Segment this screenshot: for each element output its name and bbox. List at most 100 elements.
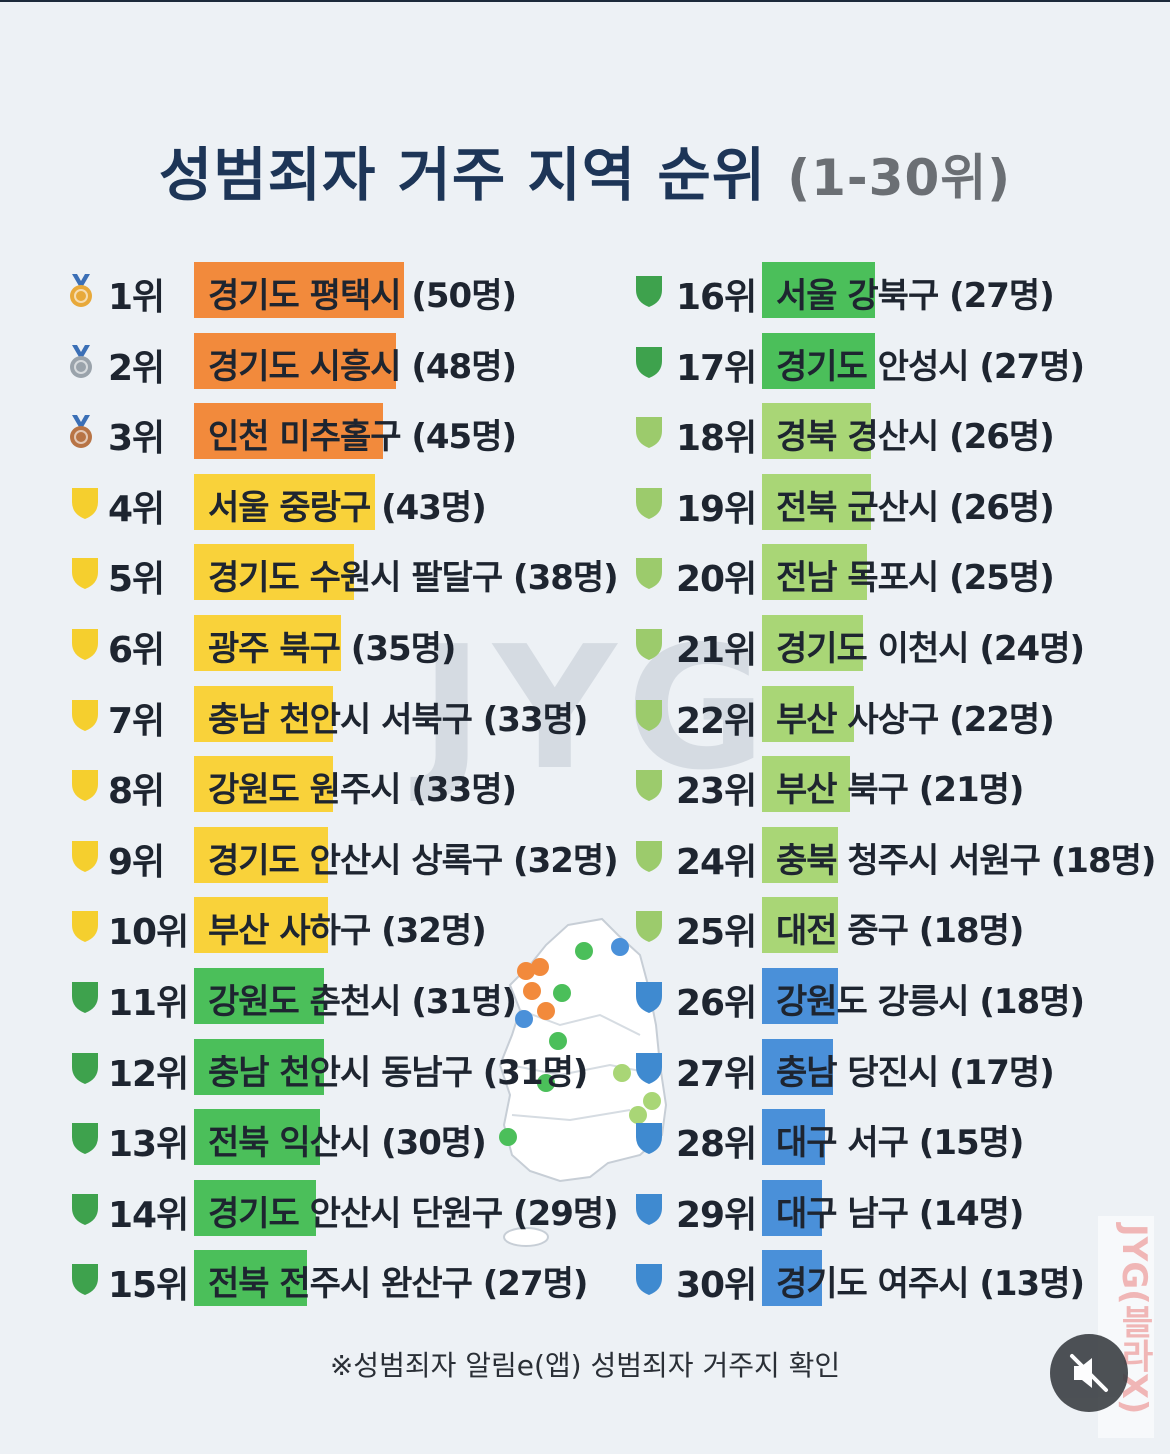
rank-number: 22위 — [676, 700, 757, 742]
mute-button[interactable] — [1050, 1334, 1128, 1412]
rank-number: 10위 — [108, 912, 189, 954]
region-label: 강원도 원주시 (33명) — [208, 770, 517, 811]
rank-number: 6위 — [108, 630, 165, 671]
rank-bar — [194, 1179, 316, 1236]
footnote: ※성범죄자 알림e(앱) 성범죄자 거주지 확인 — [329, 1349, 841, 1382]
region-label: 경기도 안성시 (27명) — [776, 346, 1085, 387]
region-label: 강원도 강릉시 (18명) — [776, 982, 1085, 1022]
rank-bar — [194, 615, 341, 671]
rank-bar — [762, 262, 876, 318]
region-label: 전남 목포시 (25명) — [776, 558, 1055, 599]
rank-row: 8위 강원도 원주시 (33명) — [0, 756, 1170, 813]
rank-number: 26위 — [676, 983, 757, 1024]
rank-number: 15위 — [108, 1265, 189, 1307]
rank-bar — [762, 1179, 822, 1236]
rank-bar — [762, 1038, 834, 1095]
rank-bar — [762, 1250, 822, 1307]
medal-icon — [70, 344, 92, 378]
region-label: 서울 강북구 (27명) — [776, 276, 1055, 316]
rank-bar — [194, 1109, 320, 1166]
rank-number: 16위 — [676, 277, 757, 318]
medal-icon — [70, 274, 92, 307]
shield-icon — [72, 982, 98, 1013]
shield-icon — [636, 982, 662, 1013]
rank-number: 18위 — [676, 418, 757, 460]
korea-map-graphic — [498, 917, 668, 1247]
shield-icon — [72, 699, 98, 731]
region-label: 대구 서구 (15명) — [776, 1123, 1024, 1164]
region-label: 경기도 안산시 상록구 (32명) — [208, 840, 619, 881]
rank-number: 2위 — [108, 347, 165, 389]
rank-bar — [762, 615, 863, 671]
shield-icon — [636, 1123, 662, 1155]
rank-row: 10위 부산 사하구 (32명) — [0, 897, 1170, 954]
rank-row: 20위 전남 목포시 (25명) — [0, 544, 1170, 601]
shield-icon — [636, 276, 662, 307]
shield-icon — [72, 1193, 98, 1225]
shield-icon — [72, 840, 98, 872]
region-label: 경기도 안산시 단원구 (29명) — [208, 1193, 619, 1234]
rank-bar — [762, 685, 855, 742]
rank-row: 19위 전북 군산시 (26명) — [0, 473, 1170, 530]
rank-row: 12위 충남 천안시 동남구 (31명) — [0, 1038, 1170, 1095]
rank-row: 11위 강원도 춘천시 (31명) — [0, 968, 1170, 1024]
rank-bar — [194, 332, 396, 389]
title-sub: (1-30위) — [787, 149, 1012, 207]
shield-icon — [72, 487, 98, 519]
region-label: 경북 경산시 (26명) — [776, 417, 1055, 458]
shield-icon — [636, 487, 662, 519]
region-label: 서울 중랑구 (43명) — [208, 487, 487, 528]
rank-row: 29위 대구 남구 (14명) — [0, 1179, 1170, 1236]
rank-row: 1위 경기도 평택시 (50명) — [0, 262, 1170, 318]
rank-row: 4위 서울 중랑구 (43명) — [0, 473, 1170, 530]
rank-number: 3위 — [108, 418, 165, 460]
region-label: 충남 천안시 동남구 (31명) — [208, 1052, 588, 1093]
page-title: 성범죄자 거주 지역 순위 (1-30위) — [0, 128, 1170, 212]
shield-icon — [636, 629, 662, 660]
rank-number: 29위 — [676, 1194, 757, 1236]
rank-number: 24위 — [676, 841, 757, 883]
region-label: 경기도 수원시 팔달구 (38명) — [208, 558, 619, 599]
shield-icon — [636, 911, 662, 943]
rank-number: 11위 — [108, 983, 189, 1024]
rank-bar — [194, 1250, 308, 1307]
rank-number: 21위 — [676, 630, 757, 671]
rank-row: 16위 서울 강북구 (27명) — [0, 262, 1170, 318]
shield-icon — [72, 911, 98, 943]
rank-number: 20위 — [676, 559, 757, 601]
rank-number: 30위 — [676, 1265, 757, 1307]
rank-number: 17위 — [676, 347, 757, 389]
rank-number: 19위 — [676, 488, 757, 530]
rank-number: 4위 — [108, 488, 165, 530]
rank-bar — [194, 685, 333, 742]
rank-bar — [762, 403, 872, 460]
rank-bar — [194, 756, 333, 813]
rank-row: 17위 경기도 안성시 (27명) — [0, 332, 1170, 389]
rank-row: 7위 충남 천안시 서북구 (33명) — [0, 685, 1170, 742]
shield-icon — [72, 629, 98, 660]
region-label: 충남 당진시 (17명) — [776, 1052, 1055, 1093]
rank-number: 25위 — [676, 912, 757, 954]
rank-row: 3위 인천 미추홀구 (45명) — [0, 403, 1170, 460]
rank-row: 24위 충북 청주시 서원구 (18명) — [0, 826, 1170, 883]
shield-icon — [636, 1193, 662, 1225]
region-label: 대전 중구 (18명) — [776, 911, 1024, 952]
rank-number: 1위 — [108, 277, 165, 318]
rank-row: 13위 전북 익산시 (30명) — [0, 1109, 1170, 1166]
region-label: 전북 익산시 (30명) — [208, 1123, 487, 1164]
rank-row: 9위 경기도 안산시 상록구 (32명) — [0, 826, 1170, 883]
shield-icon — [72, 1052, 98, 1084]
region-label: 부산 사상구 (22명) — [776, 699, 1055, 740]
region-label: 부산 북구 (21명) — [776, 770, 1024, 811]
rank-number: 23위 — [676, 771, 757, 813]
rank-number: 12위 — [108, 1053, 189, 1095]
rank-row: 25위 대전 중구 (18명) — [0, 897, 1170, 954]
rank-bar — [194, 544, 354, 601]
region-label: 경기도 평택시 (50명) — [208, 276, 517, 316]
shield-icon — [636, 1052, 662, 1084]
rank-bar — [194, 1038, 325, 1095]
shield-icon — [636, 699, 662, 731]
top-border — [0, 0, 1170, 2]
rank-number: 14위 — [108, 1194, 189, 1236]
rank-bar — [194, 403, 383, 460]
